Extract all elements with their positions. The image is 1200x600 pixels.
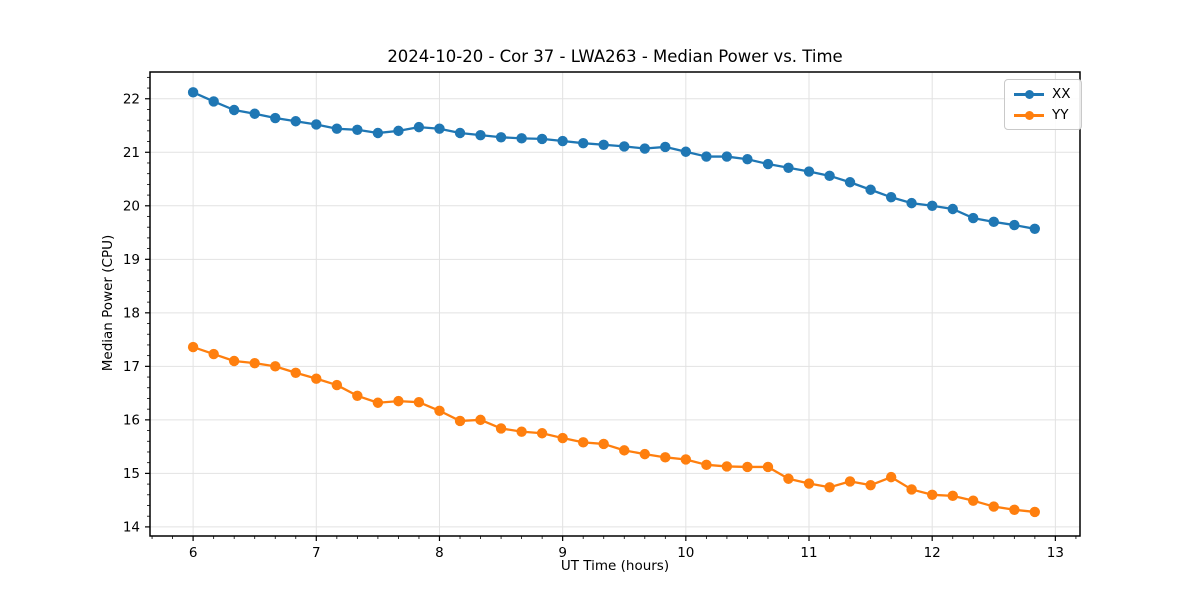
x-tick-label: 7 bbox=[312, 545, 321, 561]
x-tick-label: 13 bbox=[1047, 545, 1064, 561]
series-XX-line bbox=[191, 91, 1036, 230]
legend-marker-icon bbox=[1014, 110, 1044, 120]
minor-ticks bbox=[147, 76, 1077, 539]
x-tick-label: 12 bbox=[924, 545, 941, 561]
y-tick-label: 17 bbox=[123, 359, 140, 375]
grid-lines bbox=[150, 72, 1080, 536]
y-tick-label: 15 bbox=[123, 466, 140, 482]
series-YY-markers bbox=[187, 341, 1040, 518]
x-axis-label: UT Time (hours) bbox=[560, 558, 670, 574]
x-tick-label: 10 bbox=[677, 545, 694, 561]
y-tick-label: 20 bbox=[123, 198, 140, 214]
x-tick-label: 11 bbox=[800, 545, 817, 561]
x-tick-label: 8 bbox=[435, 545, 444, 561]
legend-marker-icon bbox=[1014, 89, 1044, 99]
legend-item-yy: YY bbox=[1014, 106, 1071, 124]
chart-title: 2024-10-20 - Cor 37 - LWA263 - Median Po… bbox=[387, 47, 843, 66]
y-tick-labels: 14 15 16 17 18 19 20 21 22 bbox=[123, 91, 140, 535]
y-tick-label: 21 bbox=[123, 145, 140, 161]
legend-label: XX bbox=[1052, 86, 1071, 102]
legend-item-xx: XX bbox=[1014, 85, 1071, 103]
legend-label: YY bbox=[1052, 107, 1069, 123]
x-tick-label: 6 bbox=[189, 545, 198, 561]
y-tick-label: 22 bbox=[123, 91, 140, 107]
legend: XX YY bbox=[1004, 79, 1082, 130]
y-tick-label: 16 bbox=[123, 412, 140, 428]
x-tick-label: 9 bbox=[558, 545, 567, 561]
axes-frame bbox=[149, 71, 1081, 537]
y-tick-label: 19 bbox=[123, 252, 140, 268]
y-tick-label: 18 bbox=[123, 305, 140, 321]
y-tick-label: 14 bbox=[123, 519, 140, 535]
x-tick-labels: 6 7 8 9 10 11 12 13 bbox=[189, 545, 1064, 561]
major-ticks bbox=[145, 98, 1056, 541]
y-axis-label: Median Power (CPU) bbox=[100, 234, 116, 372]
series-XX-markers bbox=[187, 87, 1040, 235]
